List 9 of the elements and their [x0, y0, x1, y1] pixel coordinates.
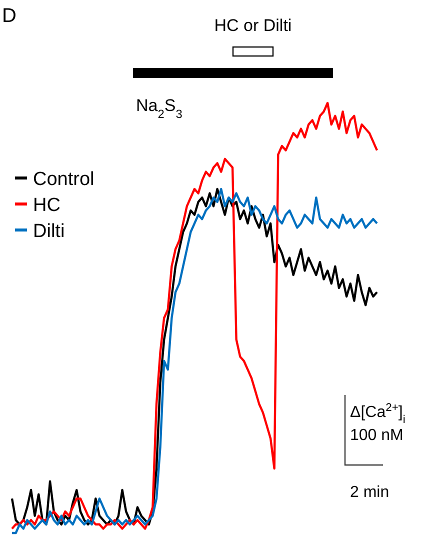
annotation: 2 min	[350, 484, 390, 501]
annotation: 100 nM	[350, 427, 404, 444]
legend-label: HC	[33, 195, 60, 216]
annotation: Δ[Ca$^{2+}$]$_{i}$	[350, 402, 406, 426]
legend-label: Control	[33, 169, 94, 190]
text: HC or Dilti	[214, 16, 292, 35]
legend-label: Dilti	[33, 221, 65, 242]
chart-title: D	[2, 5, 16, 27]
annotation: Na$_{2}$S$_{3}$	[136, 96, 183, 121]
